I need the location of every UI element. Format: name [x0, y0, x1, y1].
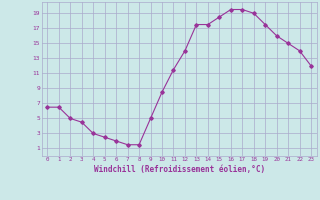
X-axis label: Windchill (Refroidissement éolien,°C): Windchill (Refroidissement éolien,°C): [94, 165, 265, 174]
